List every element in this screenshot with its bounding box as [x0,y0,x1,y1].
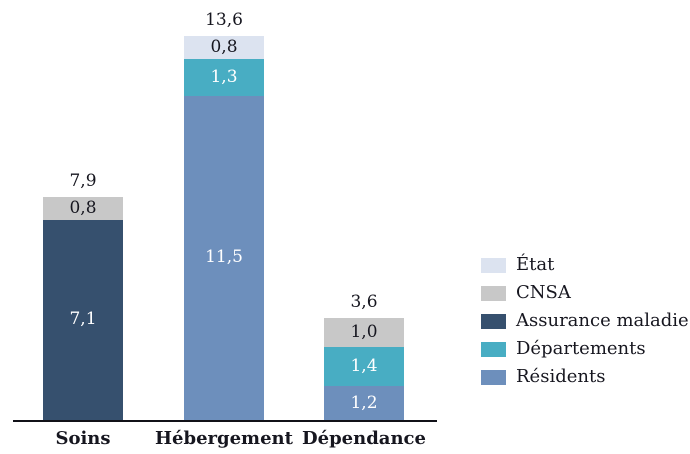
bar-segment-dependance-departements: 1,4 [324,346,404,387]
legend-swatch-assurance-maladie [481,313,506,329]
legend-swatch-etat [481,257,506,273]
x-axis-label-dependance: Dépendance [302,428,426,449]
legend-item-etat: État [481,251,689,279]
x-axis-label-soins: Soins [55,428,111,449]
plot-area: 7,9 0,8 7,1 Soins 13,6 0,8 1,3 11,5 Hébergement 3… [13,10,437,449]
legend-swatch-departements [481,341,506,357]
legend-label-residents: Résidents [516,366,606,387]
legend-item-residents: Résidents [481,363,689,391]
bar-segment-hebergement-departements: 1,3 [184,59,264,96]
segment-value-label: 7,1 [69,309,97,330]
legend-label-assurance-maladie: Assurance maladie [516,310,689,331]
bar-segment-hebergement-residents: 11,5 [184,95,264,420]
legend-item-assurance-maladie: Assurance maladie [481,307,689,335]
legend-swatch-residents [481,369,506,385]
segment-value-label: 1,2 [350,392,378,413]
x-axis-label-hebergement: Hébergement [155,428,293,449]
legend-label-etat: État [516,254,555,275]
segment-value-label: 1,0 [350,322,378,343]
bar-segment-hebergement-etat: 0,8 [184,36,264,60]
bar-hebergement: 0,8 1,3 11,5 [184,36,264,420]
bar-soins: 0,8 7,1 [43,197,123,420]
legend-label-cnsa: CNSA [516,282,571,303]
bar-segment-dependance-cnsa: 1,0 [324,318,404,347]
bar-segment-soins-cnsa: 0,8 [43,197,123,220]
bar-total-label-soins: 7,9 [69,171,97,192]
segment-value-label: 0,8 [69,197,97,218]
bar-dependance: 1,0 1,4 1,2 [324,318,404,420]
legend-item-departements: Départements [481,335,689,363]
legend-label-departements: Départements [516,338,646,359]
segment-value-label: 0,8 [210,37,238,58]
bar-total-label-dependance: 3,6 [350,292,378,313]
segment-value-label: 11,5 [205,247,243,268]
x-axis-line [13,420,437,422]
chart-legend: État CNSA Assurance maladie Départements Rés… [481,251,689,391]
legend-swatch-cnsa [481,285,506,301]
bar-segment-dependance-residents: 1,2 [324,386,404,420]
bar-segment-soins-assurance-maladie: 7,1 [43,219,123,420]
bar-total-label-hebergement: 13,6 [205,10,243,31]
legend-item-cnsa: CNSA [481,279,689,307]
segment-value-label: 1,3 [210,66,238,87]
segment-value-label: 1,4 [350,355,378,376]
